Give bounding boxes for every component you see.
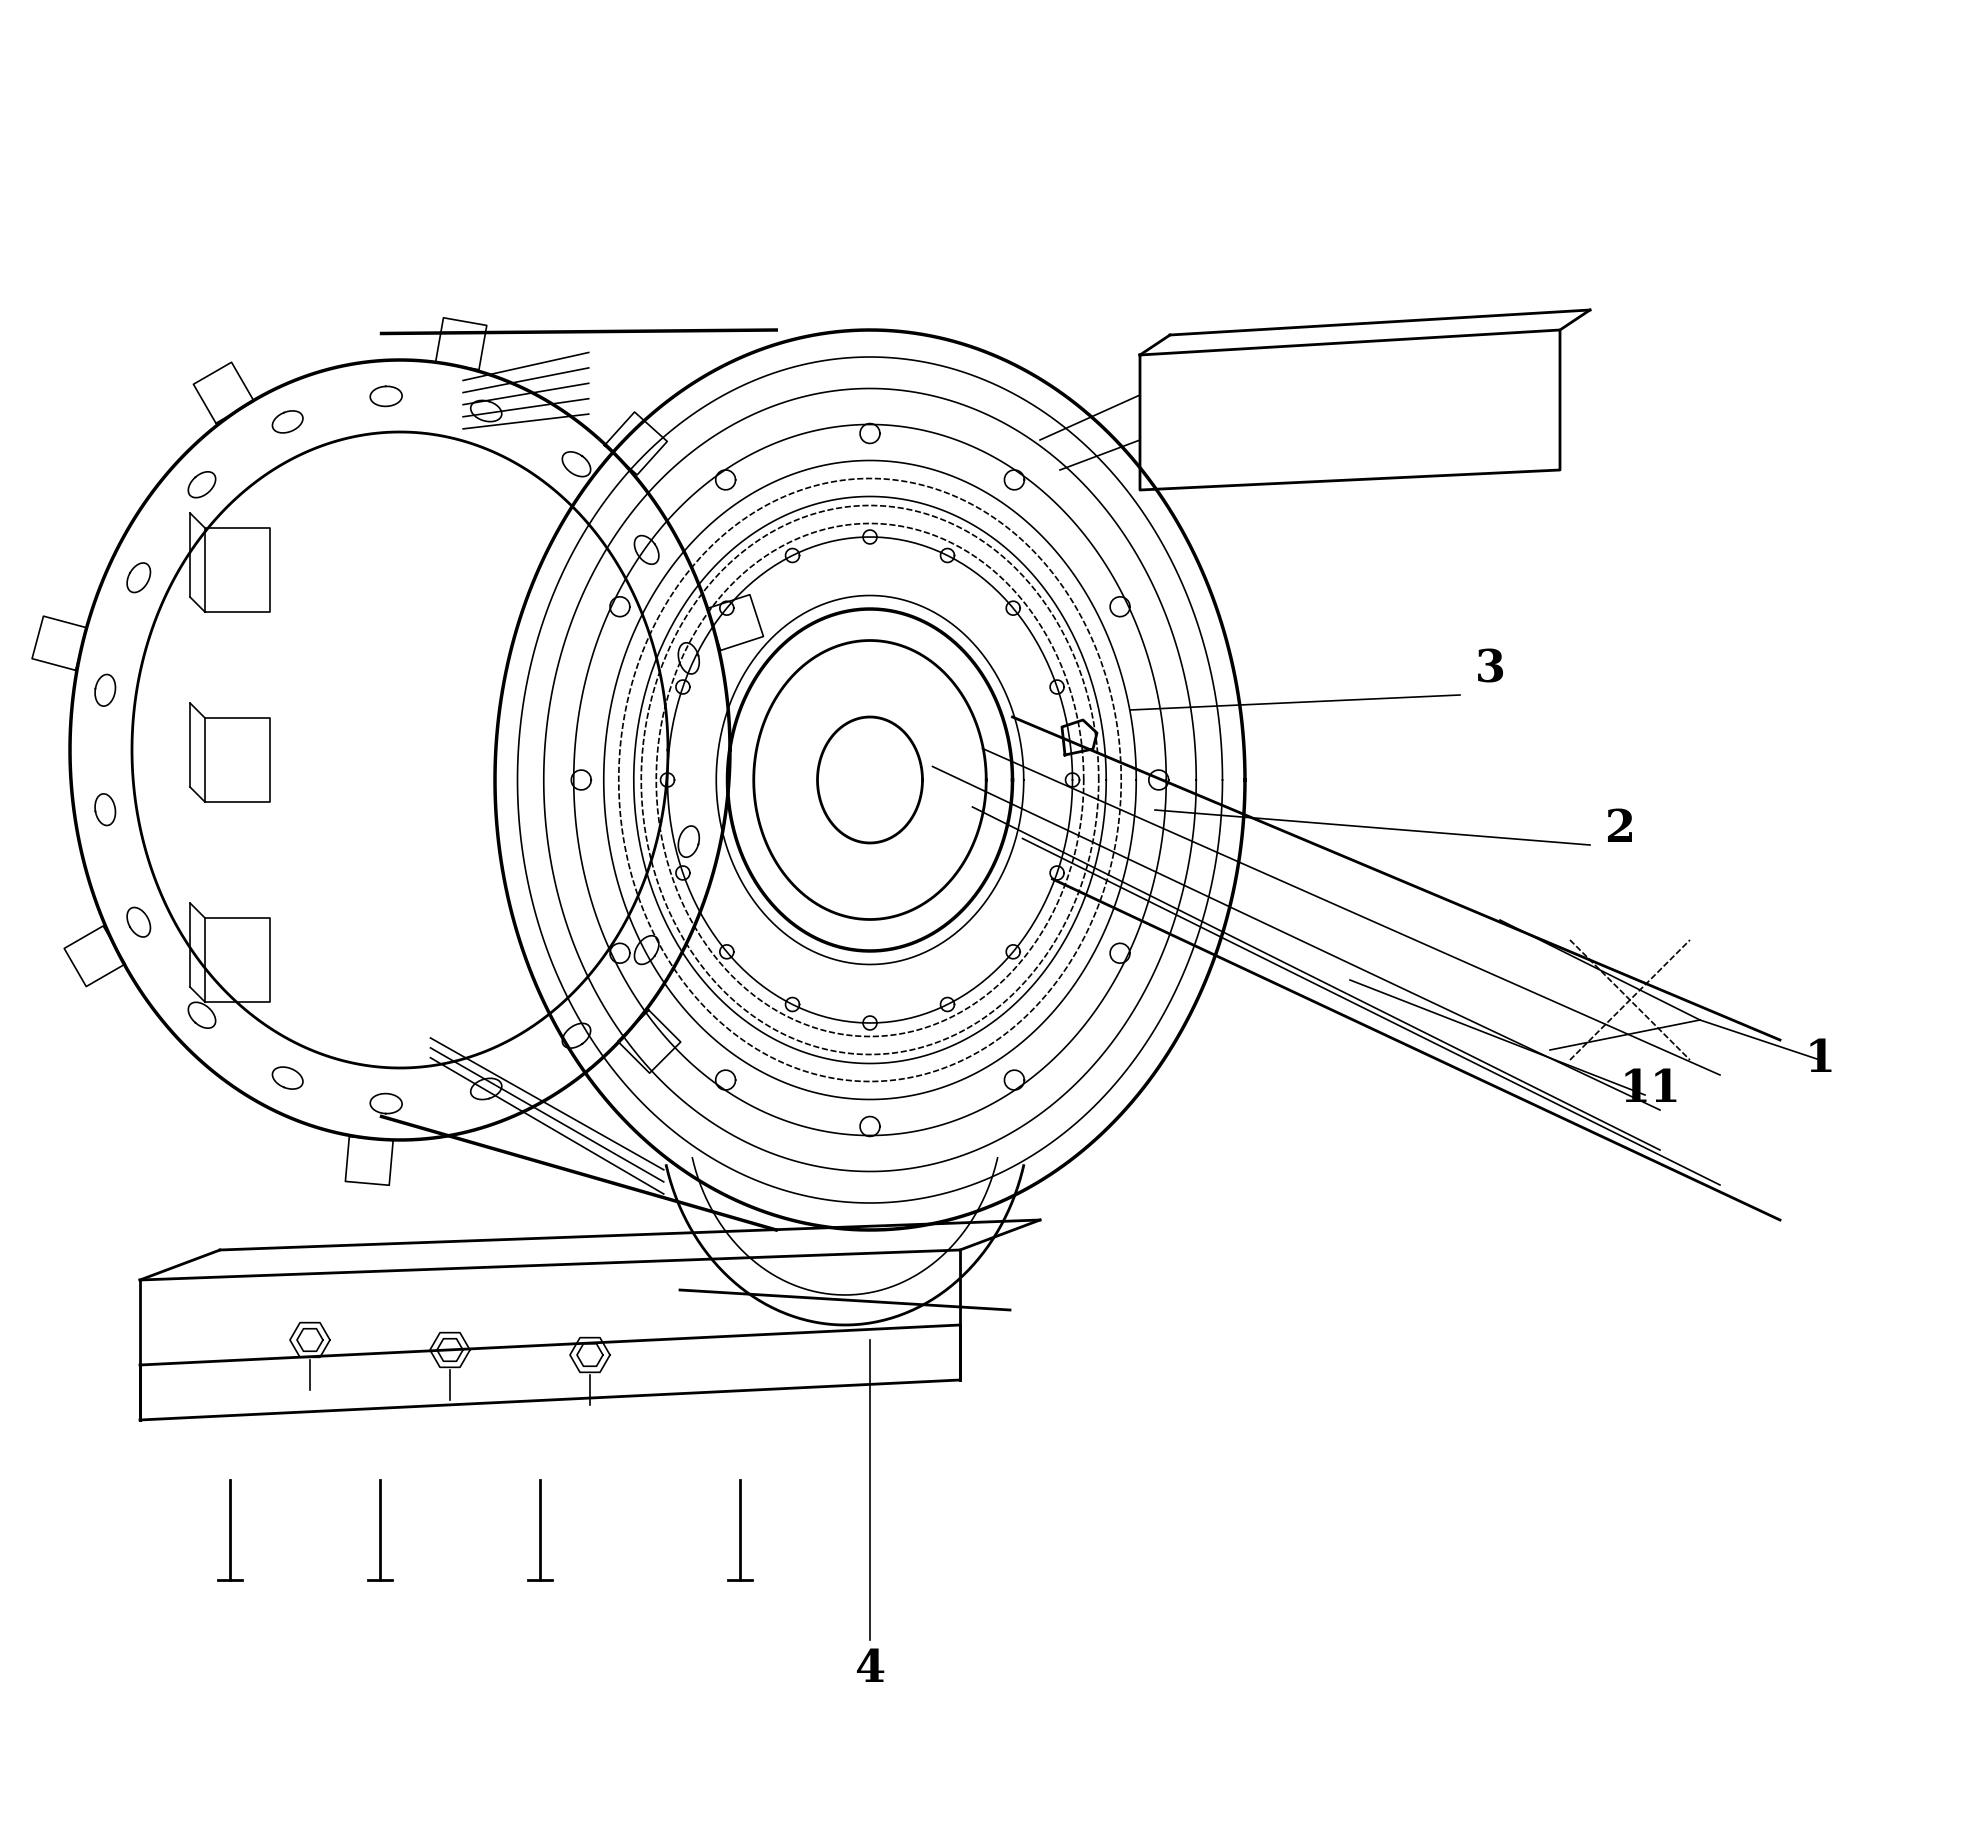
- Text: 3: 3: [1475, 649, 1506, 691]
- Text: 11: 11: [1619, 1068, 1682, 1112]
- Text: 2: 2: [1605, 808, 1636, 851]
- Text: 4: 4: [855, 1648, 886, 1692]
- Text: 1: 1: [1804, 1039, 1835, 1081]
